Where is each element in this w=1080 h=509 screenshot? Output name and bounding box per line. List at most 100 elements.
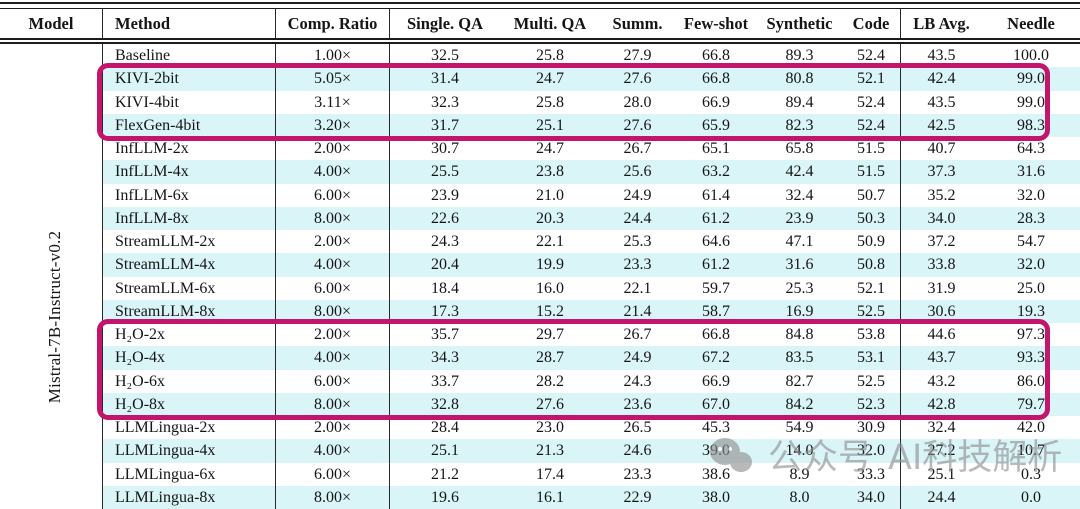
cell-multi-qa: 25.1 (500, 113, 600, 137)
table-row: H₂O-4x 4.00× 34.3 28.7 24.9 67.2 83.5 53… (0, 346, 1080, 370)
cell-comp-ratio: 6.00× (276, 276, 390, 300)
cell-model-spacer (0, 113, 103, 137)
cell-method: H₂O-8x (103, 392, 276, 416)
cell-needle: 64.3 (1017, 140, 1045, 157)
cell-few-shot: 58.7 (675, 299, 757, 323)
cell-summ: 26.7 (623, 140, 652, 157)
cell-multi-qa: 29.7 (536, 326, 564, 343)
cell-multi-qa: 27.6 (500, 392, 600, 416)
table-row: LLMLingua-2x 2.00× 28.4 23.0 26.5 45.3 5… (0, 416, 1080, 440)
cell-needle: 10.7 (982, 439, 1080, 463)
cell-method: InfLLM-8x (103, 206, 276, 230)
cell-few-shot: 63.2 (675, 160, 757, 184)
cell-code: 52.5 (842, 369, 901, 393)
column-header-model: Model (0, 9, 103, 38)
cell-model-spacer (0, 276, 103, 300)
column-header-single-qa: Single. QA (406, 14, 484, 33)
cell-summ: 26.5 (623, 419, 652, 436)
cell-multi-qa: 28.7 (500, 346, 600, 370)
column-header-method: Method (103, 9, 276, 38)
cell-single-qa: 24.3 (431, 233, 459, 250)
cell-multi-qa: 23.8 (500, 160, 600, 184)
cell-model-spacer (0, 160, 103, 184)
cell-synthetic: 83.5 (757, 346, 842, 370)
cell-lb-avg: 25.1 (927, 465, 956, 483)
cell-comp-ratio: 5.05× (276, 67, 390, 91)
cell-summ: 27.6 (600, 113, 675, 137)
cell-model-spacer (0, 346, 103, 370)
model-name-rotated-label: Mistral-7B-Instruct-v0.2 (45, 230, 64, 404)
cell-summ: 24.4 (600, 206, 675, 230)
cell-synthetic: 89.3 (785, 47, 814, 64)
cell-single-qa: 31.7 (390, 113, 500, 137)
cell-multi-qa: 19.9 (500, 253, 600, 277)
cell-synthetic: 84.8 (785, 326, 814, 343)
cell-comp-ratio: 4.00× (276, 160, 390, 184)
cell-lb-avg: 43.5 (927, 47, 956, 64)
cell-comp-ratio: 8.00× (276, 392, 390, 416)
cell-multi-qa: 16.1 (500, 485, 600, 509)
table-row: StreamLLM-6x 6.00× 18.4 16.0 22.1 59.7 2… (0, 276, 1080, 300)
column-header-few-shot: Few-shot (683, 14, 749, 33)
cell-model-spacer (0, 392, 103, 416)
cell-code: 33.3 (842, 462, 901, 486)
cell-model-spacer (0, 206, 103, 230)
cell-single-qa: 35.7 (431, 326, 459, 343)
cell-summ: 22.1 (623, 279, 652, 297)
cell-few-shot: 66.8 (702, 326, 730, 343)
cell-single-qa: 28.4 (431, 419, 459, 436)
cell-multi-qa: 15.2 (500, 299, 600, 323)
cell-method: StreamLLM-2x (103, 230, 276, 254)
cell-model-spacer (0, 299, 103, 323)
cell-few-shot: 65.9 (675, 113, 757, 137)
cell-method: InfLLM-4x (103, 160, 276, 184)
cell-multi-qa: 24.7 (536, 140, 564, 157)
cell-model-spacer (0, 44, 103, 68)
cell-synthetic: 25.3 (785, 279, 814, 297)
cell-lb-avg: 42.5 (901, 113, 982, 137)
cell-needle: 32.0 (1017, 186, 1045, 204)
table-row: LLMLingua-4x 4.00× 25.1 21.3 24.6 39.0 1… (0, 439, 1080, 463)
cell-needle: 99.0 (1017, 93, 1045, 111)
cell-needle: 0.0 (982, 485, 1080, 509)
cell-code: 52.1 (842, 276, 901, 300)
column-header-code: Code (842, 9, 901, 38)
cell-model-spacer (0, 183, 103, 207)
cell-summ: 22.9 (600, 485, 675, 509)
cell-code: 52.4 (842, 90, 901, 114)
cell-multi-qa: 24.7 (500, 67, 600, 91)
cell-few-shot: 66.9 (702, 93, 730, 111)
table-row: FlexGen-4bit 3.20× 31.7 25.1 27.6 65.9 8… (0, 113, 1080, 137)
cell-few-shot: 39.0 (675, 439, 757, 463)
cell-code: 50.9 (842, 230, 901, 254)
cell-summ: 23.3 (600, 253, 675, 277)
cell-needle: 54.7 (1017, 233, 1045, 250)
cell-code: 51.5 (842, 137, 901, 161)
cell-summ: 23.6 (600, 392, 675, 416)
cell-needle: 32.0 (982, 253, 1080, 277)
cell-code: 52.5 (842, 299, 901, 323)
cell-lb-avg: 42.8 (901, 392, 982, 416)
cell-lb-avg: 33.8 (901, 253, 982, 277)
table-row: InfLLM-4x 4.00× 25.5 23.8 25.6 63.2 42.4… (0, 160, 1080, 184)
cell-method: StreamLLM-8x (103, 299, 276, 323)
cell-synthetic: 54.9 (785, 419, 814, 436)
cell-summ: 25.6 (600, 160, 675, 184)
table-row: LLMLingua-8x 8.00× 19.6 16.1 22.9 38.0 8… (0, 485, 1080, 509)
cell-method: KIVI-4bit (103, 90, 276, 114)
cell-summ: 27.9 (623, 47, 652, 64)
cell-needle: 93.3 (982, 346, 1080, 370)
cell-lb-avg: 40.7 (927, 140, 956, 157)
cell-comp-ratio: 6.00× (276, 183, 390, 207)
cell-multi-qa: 21.3 (500, 439, 600, 463)
cell-model-spacer (0, 90, 103, 114)
cell-code: 34.0 (842, 485, 901, 509)
cell-few-shot: 65.1 (702, 140, 730, 157)
cell-few-shot: 61.4 (702, 186, 730, 204)
cell-multi-qa: 28.2 (536, 372, 564, 390)
cell-lb-avg: 43.2 (927, 372, 956, 390)
cell-comp-ratio: 4.00× (276, 346, 390, 370)
cell-comp-ratio: 6.00× (276, 462, 390, 486)
cell-synthetic: 80.8 (757, 67, 842, 91)
cell-method: LLMLingua-2x (103, 416, 276, 440)
